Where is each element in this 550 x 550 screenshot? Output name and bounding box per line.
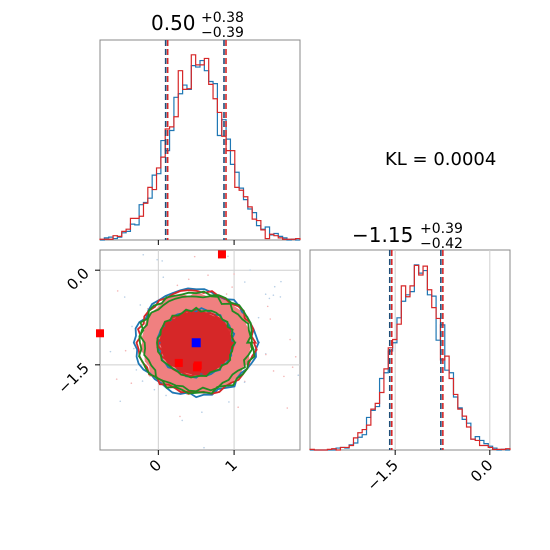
joint-sample-point	[280, 280, 282, 283]
joint-sample-point	[115, 378, 118, 380]
tick-label-x-param1: 1	[221, 456, 240, 475]
joint-sample-point	[162, 276, 165, 279]
joint-sample-point	[165, 394, 167, 397]
contour-line	[135, 289, 258, 395]
joint-sample-point	[225, 293, 228, 295]
contour-line	[138, 290, 256, 395]
joint-sample-point	[153, 388, 156, 391]
joint-sample-point	[249, 269, 251, 271]
joint-sample-point	[272, 370, 275, 372]
contour-line	[139, 295, 253, 393]
joint-sample-point	[124, 349, 127, 352]
tick-label-y-param2: −1.5	[54, 359, 92, 397]
param2-hist-1	[309, 264, 511, 451]
panel-joint	[99, 249, 301, 451]
contour-line	[156, 308, 236, 377]
axis-ticks: 0 1 0.0 −1.5 −1.5 0.0	[54, 240, 497, 495]
joint-sample-point	[272, 294, 275, 296]
title-param2-lower: −0.42	[420, 236, 463, 252]
joint-sample-point	[133, 347, 135, 350]
grid-lines	[100, 250, 491, 450]
joint-sample-point	[264, 293, 267, 296]
joint-sample-point	[141, 380, 144, 382]
joint-sample-point	[176, 284, 179, 287]
joint-sample-point	[269, 318, 272, 320]
joint-sample-point	[244, 281, 246, 283]
panel-hist-param1	[99, 39, 301, 241]
param2-histograms	[309, 250, 511, 451]
param1-hist-1	[99, 54, 301, 240]
title-param1-value: 0.50	[151, 11, 196, 35]
joint-sample-point	[119, 400, 122, 403]
joint-sample-point	[294, 356, 297, 358]
outlier-marker	[96, 329, 104, 338]
joint-sample-point	[142, 253, 145, 256]
title-param2: −1.15 +0.39 −0.42	[352, 221, 463, 252]
joint-sample-point	[231, 286, 233, 288]
joint-sample-point	[109, 350, 112, 353]
joint-sample-point	[286, 407, 289, 409]
kl-divergence-label: KL = 0.0004	[385, 149, 496, 170]
truth-marker	[191, 338, 201, 348]
joint-sample-point	[237, 406, 239, 409]
outlier-marker	[217, 250, 226, 259]
contour-line	[156, 306, 237, 379]
joint-sample-point	[116, 290, 119, 292]
joint-sample-point	[279, 296, 282, 298]
joint-sample-point	[243, 381, 246, 384]
joint-sample-point	[181, 419, 184, 422]
tick-label-x-param1: 0	[146, 456, 165, 475]
joint-sample-point	[123, 296, 126, 298]
title-param1-upper: +0.38	[201, 10, 244, 26]
tick-label-x-param2: 0.0	[467, 456, 497, 486]
outlier-marker	[192, 363, 201, 372]
outlier-marker	[174, 358, 183, 367]
joint-sample-point	[268, 297, 271, 300]
joint-sample-point	[135, 369, 138, 371]
joint-sample-point	[193, 255, 196, 258]
joint-sample-point	[207, 274, 209, 276]
tick-label-x-param2: −1.5	[364, 456, 402, 494]
joint-sample-point	[233, 273, 235, 275]
joint-sample-point	[139, 304, 142, 306]
joint-sample-point	[257, 316, 260, 319]
joint-sample-point	[283, 375, 285, 378]
panel-hist-param2	[309, 249, 511, 451]
title-param1: 0.50 +0.38 −0.39	[151, 10, 244, 41]
joint-sample-point	[228, 401, 230, 403]
title-param2-upper: +0.39	[420, 221, 463, 237]
joint-sample-point	[130, 382, 133, 384]
param1-hist-0	[100, 59, 300, 241]
joint-contours	[96, 250, 300, 449]
title-param2-value: −1.15	[352, 223, 413, 247]
joint-sample-point	[131, 325, 133, 328]
joint-sample-point	[161, 260, 163, 262]
tick-label-y-param2: 0.0	[63, 264, 93, 294]
joint-sample-point	[227, 255, 229, 258]
joint-sample-point	[273, 285, 276, 288]
title-param1-lower: −0.39	[201, 25, 244, 41]
joint-sample-point	[266, 305, 269, 308]
joint-sample-point	[297, 374, 300, 377]
param1-histograms	[99, 40, 301, 241]
joint-sample-point	[203, 446, 205, 449]
joint-sample-point	[156, 258, 158, 261]
joint-sample-point	[265, 353, 267, 356]
joint-sample-point	[291, 366, 294, 368]
joint-sample-point	[179, 415, 181, 418]
joint-sample-point	[289, 338, 291, 341]
joint-sample-point	[187, 278, 190, 281]
joint-sample-point	[201, 411, 203, 414]
